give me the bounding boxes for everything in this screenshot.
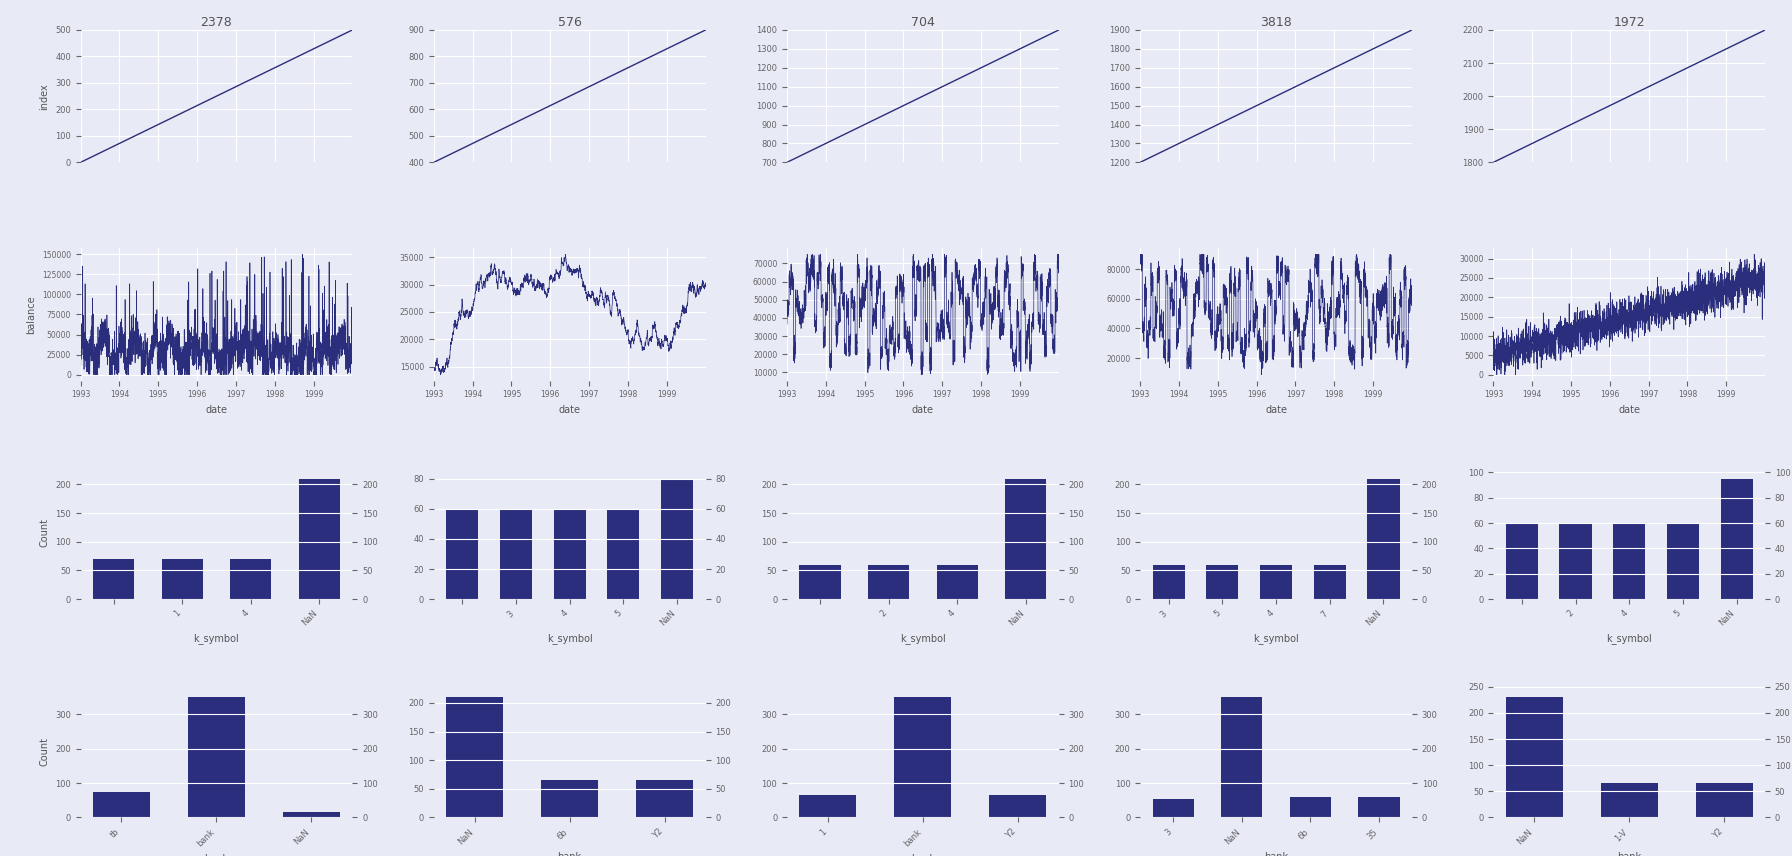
Bar bbox=[1600, 783, 1658, 817]
X-axis label: bank: bank bbox=[1616, 852, 1641, 856]
X-axis label: k_symbol: k_symbol bbox=[900, 633, 946, 645]
Bar bbox=[1290, 797, 1331, 817]
Title: 2378: 2378 bbox=[201, 15, 233, 29]
Bar bbox=[1695, 783, 1753, 817]
Bar bbox=[867, 565, 909, 599]
Bar bbox=[661, 479, 694, 599]
Bar bbox=[299, 479, 340, 599]
Bar bbox=[1314, 565, 1346, 599]
Bar bbox=[93, 792, 151, 817]
Bar bbox=[799, 565, 840, 599]
Bar bbox=[989, 795, 1047, 817]
Bar bbox=[1505, 523, 1538, 599]
X-axis label: date: date bbox=[206, 405, 228, 415]
Bar bbox=[937, 565, 978, 599]
Bar bbox=[188, 697, 246, 817]
Y-axis label: balance: balance bbox=[27, 295, 36, 334]
Title: 3818: 3818 bbox=[1260, 15, 1292, 29]
X-axis label: date: date bbox=[912, 405, 934, 415]
X-axis label: date: date bbox=[1265, 405, 1287, 415]
X-axis label: k_symbol: k_symbol bbox=[547, 633, 593, 645]
X-axis label: bank: bank bbox=[1263, 852, 1288, 856]
Bar bbox=[93, 559, 134, 599]
Bar bbox=[1260, 565, 1292, 599]
Bar bbox=[636, 780, 694, 817]
Bar bbox=[1206, 565, 1238, 599]
Bar bbox=[1667, 523, 1699, 599]
Bar bbox=[541, 780, 599, 817]
X-axis label: bank: bank bbox=[557, 852, 582, 856]
X-axis label: k_symbol: k_symbol bbox=[194, 633, 240, 645]
Bar bbox=[799, 795, 857, 817]
X-axis label: date: date bbox=[1618, 405, 1640, 415]
Title: 576: 576 bbox=[557, 15, 582, 29]
Bar bbox=[1720, 479, 1753, 599]
Y-axis label: index: index bbox=[39, 83, 50, 110]
X-axis label: bank: bank bbox=[204, 853, 229, 856]
Bar bbox=[1559, 523, 1591, 599]
Y-axis label: Count: Count bbox=[39, 737, 50, 766]
Bar bbox=[446, 508, 478, 599]
Bar bbox=[229, 559, 271, 599]
Bar bbox=[894, 697, 952, 817]
Bar bbox=[607, 508, 640, 599]
Bar bbox=[446, 697, 504, 817]
X-axis label: k_symbol: k_symbol bbox=[1606, 633, 1652, 645]
Bar bbox=[1367, 479, 1400, 599]
Bar bbox=[1005, 479, 1047, 599]
X-axis label: date: date bbox=[559, 405, 581, 415]
Bar bbox=[500, 508, 532, 599]
Bar bbox=[283, 812, 340, 817]
Bar bbox=[161, 559, 202, 599]
X-axis label: k_symbol: k_symbol bbox=[1253, 633, 1299, 645]
Title: 1972: 1972 bbox=[1613, 15, 1645, 29]
Bar bbox=[554, 508, 586, 599]
X-axis label: bank: bank bbox=[910, 853, 935, 856]
Title: 704: 704 bbox=[910, 15, 935, 29]
Bar bbox=[1505, 697, 1563, 817]
Bar bbox=[1152, 799, 1193, 817]
Bar bbox=[1358, 797, 1400, 817]
Bar bbox=[1220, 697, 1262, 817]
Bar bbox=[1152, 565, 1185, 599]
Bar bbox=[1613, 523, 1645, 599]
Y-axis label: Count: Count bbox=[39, 519, 50, 548]
